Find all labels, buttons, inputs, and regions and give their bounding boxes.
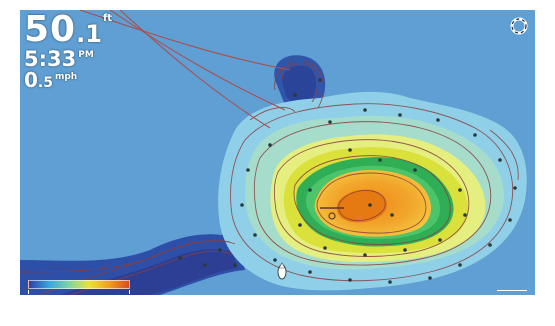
depth-decimal: .1 (76, 20, 102, 48)
time-readout: 5:33 PM (24, 48, 112, 70)
time-suffix: PM (78, 50, 94, 60)
depth-readout: 50 .1 ft (24, 12, 112, 48)
map-range-marker (497, 287, 527, 291)
contour-map-graphic (20, 10, 535, 295)
depth-soundings (178, 78, 517, 284)
track-lines (79, 10, 291, 129)
depth-color-scale (28, 280, 130, 289)
speed-decimal: .5 (37, 75, 53, 91)
speed-whole: 0 (24, 68, 38, 92)
readouts-panel: 50 .1 ft 5:33 PM 0 .5 mph (24, 12, 112, 91)
cursor-marker (320, 207, 344, 220)
time-value: 5:33 (24, 47, 77, 71)
depth-scale-ticks (28, 290, 130, 294)
speed-readout: 0 .5 mph (24, 70, 112, 90)
depth-whole: 50 (24, 10, 77, 50)
bathymetry-map[interactable]: 50 .1 ft 5:33 PM 0 .5 mph (20, 10, 535, 295)
boat-icon[interactable] (277, 262, 287, 280)
settings-ring-icon[interactable] (509, 16, 529, 36)
speed-unit: mph (54, 72, 78, 82)
depth-unit: ft (102, 13, 113, 24)
